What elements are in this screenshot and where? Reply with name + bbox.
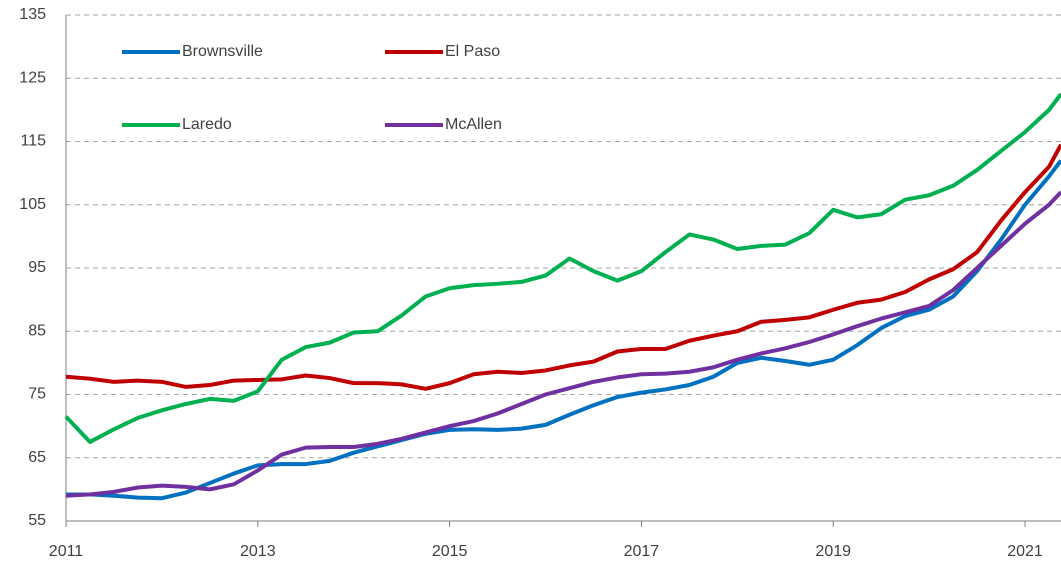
line-series bbox=[64, 92, 1061, 444]
legend-label: Laredo bbox=[182, 116, 232, 133]
x-tick-label: 2021 bbox=[1007, 543, 1043, 560]
x-tick-label: 2013 bbox=[240, 543, 276, 560]
x-tick-label: 2017 bbox=[624, 543, 660, 560]
x-tick-label: 2015 bbox=[432, 543, 468, 560]
x-tick-label: 2019 bbox=[815, 543, 851, 560]
x-tick-label: 2011 bbox=[49, 543, 84, 560]
y-tick-label: 105 bbox=[19, 196, 46, 213]
line-series bbox=[66, 159, 1061, 501]
y-tick-label: 55 bbox=[28, 512, 46, 529]
y-tick-label: 65 bbox=[28, 449, 46, 466]
y-tick-label: 115 bbox=[20, 133, 46, 150]
line-series bbox=[65, 190, 1061, 498]
y-tick-label: 125 bbox=[19, 69, 46, 86]
y-tick-label: 75 bbox=[28, 386, 46, 403]
line-series bbox=[65, 143, 1061, 391]
legend-label: El Paso bbox=[445, 43, 500, 60]
y-tick-label: 95 bbox=[28, 259, 46, 276]
y-tick-label: 85 bbox=[28, 322, 46, 339]
y-tick-label: 135 bbox=[19, 6, 46, 23]
legend-label: McAllen bbox=[445, 116, 502, 133]
legend-label: Brownsville bbox=[182, 43, 263, 60]
